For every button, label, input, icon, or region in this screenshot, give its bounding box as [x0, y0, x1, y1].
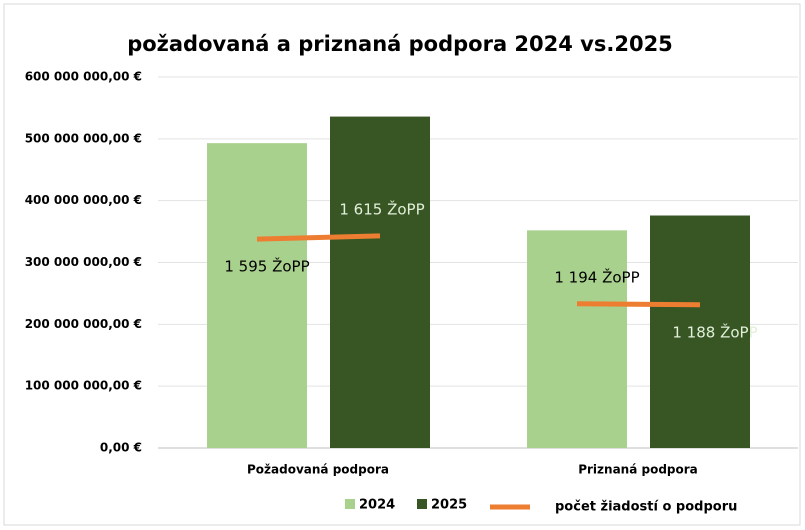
legend-label: počet žiadostí o podporu — [555, 500, 737, 515]
y-tick-label: 200 000 000,00 € — [25, 317, 142, 331]
bar — [207, 143, 307, 448]
data-label: 1 194 ŽoPP — [554, 267, 639, 286]
data-label: 1 188 ŽoPP — [672, 322, 757, 341]
bar — [330, 116, 430, 448]
legend-label: 2024 — [359, 498, 395, 513]
y-tick-label: 100 000 000,00 € — [25, 379, 142, 393]
legend-swatch — [417, 499, 427, 509]
y-tick-label: 500 000 000,00 € — [25, 131, 142, 145]
y-tick-label: 0,00 € — [100, 441, 142, 455]
line-segment — [256, 233, 381, 242]
x-tick-label: Priznaná podpora — [578, 463, 698, 477]
y-tick-label: 300 000 000,00 € — [25, 255, 142, 269]
legend-swatch — [345, 499, 355, 509]
y-tick-label: 400 000 000,00 € — [25, 193, 142, 207]
chart-title: požadovaná a priznaná podpora 2024 vs.20… — [127, 32, 673, 56]
line-segment — [576, 301, 701, 308]
data-label: 1 615 ŽoPP — [339, 199, 424, 218]
x-tick-label: Požadovaná podpora — [247, 463, 389, 477]
legend-label: 2025 — [431, 498, 467, 513]
y-tick-label: 600 000 000,00 € — [25, 70, 142, 84]
bar — [650, 215, 750, 448]
bar — [527, 230, 627, 448]
data-label: 1 595 ŽoPP — [224, 257, 309, 276]
